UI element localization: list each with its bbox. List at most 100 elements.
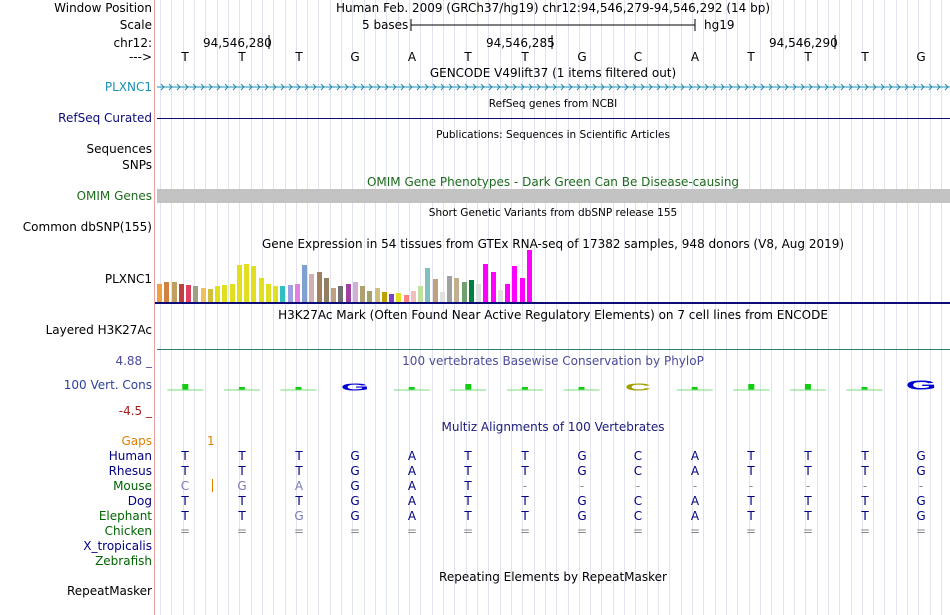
phylop-score-mark <box>861 387 868 390</box>
gtex-tissue-bar[interactable] <box>360 286 365 302</box>
strand-chevron <box>464 83 469 91</box>
alignment-species-label[interactable]: Human <box>108 449 152 463</box>
gtex-tissue-bar[interactable] <box>222 285 228 302</box>
gtex-tissue-bar[interactable] <box>251 266 257 302</box>
alignment-species-label[interactable]: X_tropicalis <box>83 539 152 553</box>
strand-chevron <box>368 83 373 91</box>
gtex-tissue-bar[interactable] <box>468 280 474 302</box>
gtex-tissue-bar[interactable] <box>454 278 460 302</box>
strand-chevron <box>792 83 797 91</box>
alignment-base: C <box>633 449 643 463</box>
strand-chevron <box>896 83 901 91</box>
gtex-tissue-bar[interactable] <box>410 291 416 302</box>
gtex-tissue-bar[interactable] <box>345 284 351 302</box>
dbsnp-label[interactable]: Common dbSNP(155) <box>22 220 152 234</box>
gtex-tissue-bar[interactable] <box>396 293 402 302</box>
gtex-tissue-bar[interactable] <box>294 284 300 302</box>
strand-chevron <box>568 83 573 91</box>
gtex-tissue-bar[interactable] <box>439 292 445 302</box>
gtex-tissue-bar[interactable] <box>447 276 452 302</box>
grid-line <box>251 0 252 615</box>
strand-chevron <box>280 83 285 91</box>
alignment-species-label[interactable]: Dog <box>127 494 152 508</box>
repeatmasker-label[interactable]: RepeatMasker <box>66 584 152 598</box>
gtex-tissue-bar[interactable] <box>505 284 510 302</box>
gtex-tissue-bar[interactable] <box>418 286 423 302</box>
gtex-tissue-bar[interactable] <box>483 264 489 302</box>
strand-chevron <box>256 83 261 91</box>
alignment-base: T <box>804 509 812 523</box>
gtex-tissue-bar[interactable] <box>258 278 264 302</box>
gtex-tissue-bar[interactable] <box>519 278 525 302</box>
phylop-score-mark <box>408 387 415 390</box>
omim-feature-bar[interactable] <box>157 189 950 203</box>
gtex-tissue-bar[interactable] <box>164 282 170 302</box>
gtex-tissue-bar[interactable] <box>265 284 271 302</box>
gtex-tissue-bar[interactable] <box>287 285 293 302</box>
h3k27ac-label[interactable]: Layered H3K27Ac <box>45 323 152 337</box>
gtex-tissue-bar[interactable] <box>381 292 387 302</box>
gtex-tissue-bar[interactable] <box>432 279 438 302</box>
assembly-position-text: Human Feb. 2009 (GRCh37/hg19) chr12:94,5… <box>335 1 770 15</box>
sequence-base: G <box>350 50 360 64</box>
gtex-tissue-bar[interactable] <box>178 284 184 302</box>
omim-label[interactable]: OMIM Genes <box>76 189 152 203</box>
gtex-tissue-bar[interactable] <box>476 284 481 302</box>
gencode-gene-feature[interactable] <box>157 80 950 94</box>
gtex-tissue-bar[interactable] <box>229 284 235 302</box>
gtex-tissue-bar[interactable] <box>280 286 286 302</box>
gtex-label[interactable]: PLXNC1 <box>104 272 152 286</box>
gtex-tissue-bar[interactable] <box>331 288 336 302</box>
gtex-tissue-bar[interactable] <box>215 286 220 302</box>
phylop-logo-letter: G <box>341 382 369 393</box>
gtex-tissue-bar[interactable] <box>157 284 162 302</box>
alignment-species-label[interactable]: Rhesus <box>108 464 152 478</box>
gtex-tissue-bar[interactable] <box>425 268 431 302</box>
alignment-species-label[interactable]: Mouse <box>113 479 152 493</box>
gtex-tissue-bar[interactable] <box>338 286 344 302</box>
gtex-tissue-bar[interactable] <box>193 286 199 302</box>
gtex-tissue-bar[interactable] <box>171 282 177 302</box>
phylop-score-mark <box>691 387 698 390</box>
gtex-tissue-bar[interactable] <box>236 265 242 302</box>
snps-label[interactable]: SNPs <box>122 158 152 172</box>
gtex-tissue-bar[interactable] <box>497 290 503 302</box>
gtex-tissue-bar[interactable] <box>389 294 394 302</box>
alignment-base: T <box>747 449 755 463</box>
gtex-tissue-bar[interactable] <box>244 264 249 302</box>
refseq-gene-line[interactable] <box>157 118 950 119</box>
alignment-base: G <box>350 479 360 493</box>
strand-chevron <box>392 83 397 91</box>
gtex-tissue-bar[interactable] <box>302 265 307 302</box>
gtex-tissue-bar[interactable] <box>403 295 409 302</box>
gtex-tissue-bar[interactable] <box>374 288 380 302</box>
gtex-tissue-bar[interactable] <box>367 291 373 302</box>
gtex-tissue-bar[interactable] <box>490 272 496 302</box>
gtex-tissue-bar[interactable] <box>207 289 213 302</box>
strand-chevron <box>480 83 485 91</box>
gtex-tissue-bar[interactable] <box>309 274 315 302</box>
gtex-tissue-bar[interactable] <box>352 282 358 302</box>
strand-chevron <box>336 83 341 91</box>
alignment-species-label[interactable]: Zebrafish <box>95 554 152 568</box>
gtex-tissue-bar[interactable] <box>526 250 532 302</box>
refseq-label[interactable]: RefSeq Curated <box>58 111 152 125</box>
alignment-species-label[interactable]: Elephant <box>98 509 152 523</box>
gtex-tissue-bar[interactable] <box>186 285 191 302</box>
phylop-label[interactable]: 100 Vert. Cons <box>63 378 152 392</box>
gtex-title: Gene Expression in 54 tissues from GTEx … <box>261 237 845 251</box>
phylop-score-mark <box>465 384 472 390</box>
strand-chevron <box>736 83 741 91</box>
gtex-tissue-bar[interactable] <box>461 282 467 302</box>
gencode-label[interactable]: PLXNC1 <box>104 80 152 94</box>
gtex-tissue-bar[interactable] <box>323 278 329 302</box>
sequences-label[interactable]: Sequences <box>86 142 152 156</box>
grid-line <box>737 0 738 615</box>
gtex-tissue-bar[interactable] <box>512 266 518 302</box>
gtex-tissue-bar[interactable] <box>200 288 206 302</box>
grid-line <box>262 0 263 615</box>
gtex-tissue-bar[interactable] <box>273 286 278 302</box>
gtex-tissue-bar[interactable] <box>316 272 322 302</box>
alignment-species-label[interactable]: Chicken <box>104 524 152 538</box>
